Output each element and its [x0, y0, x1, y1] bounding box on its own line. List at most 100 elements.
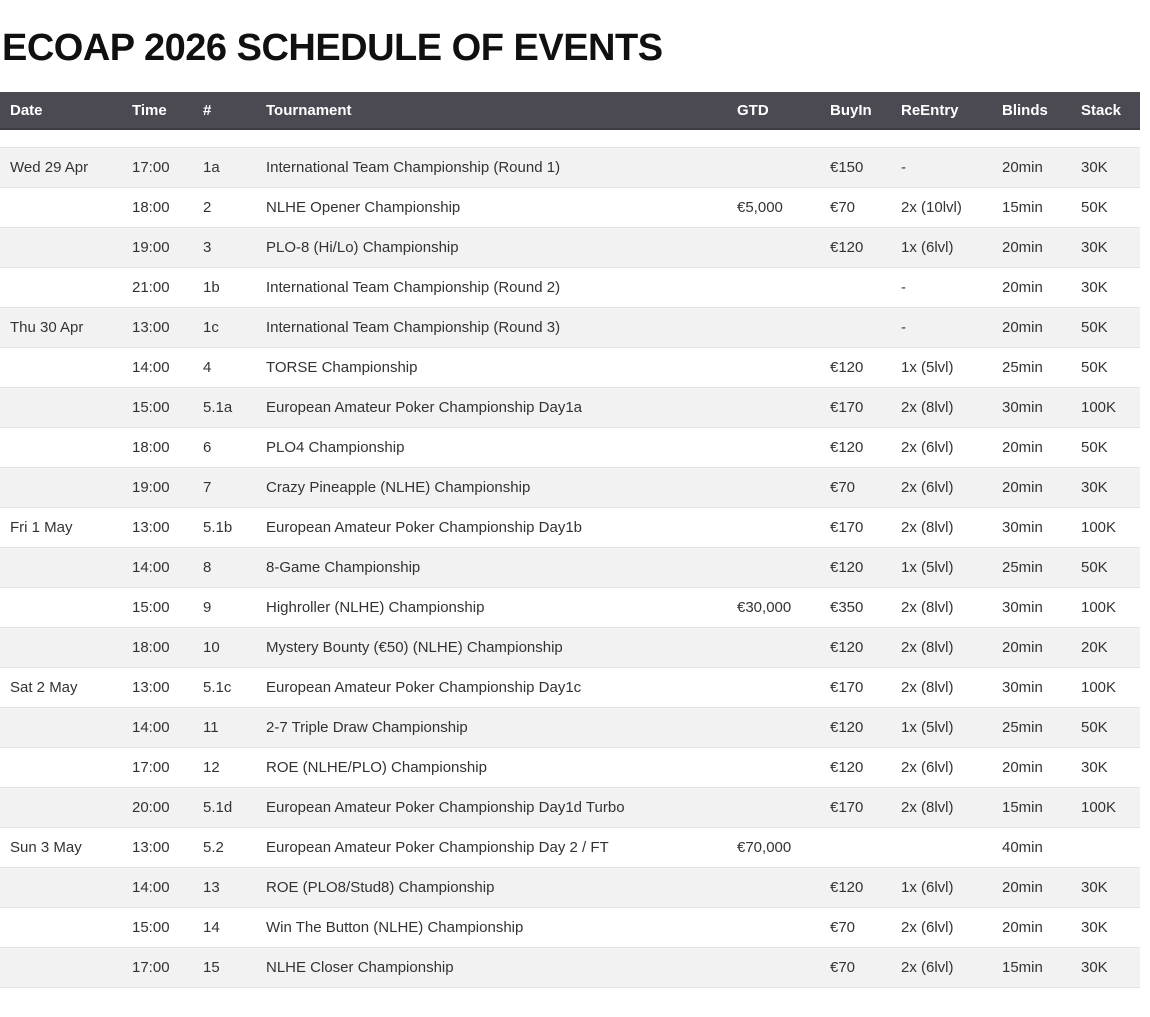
cell-buyin: €120	[820, 747, 891, 787]
cell-date	[0, 547, 122, 587]
cell-date	[0, 587, 122, 627]
cell-blinds: 15min	[992, 947, 1071, 987]
cell-tournament: Win The Button (NLHE) Championship	[256, 907, 727, 947]
cell-time: 14:00	[122, 867, 193, 907]
table-row: 15:00 5.1a European Amateur Poker Champion…	[0, 387, 1140, 427]
cell-blinds: 20min	[992, 227, 1071, 267]
cell-reentry: 2x (6lvl)	[891, 747, 992, 787]
cell-buyin: €170	[820, 787, 891, 827]
cell-stack: 100K	[1071, 667, 1140, 707]
cell-tournament: International Team Championship (Round 1…	[256, 147, 727, 187]
cell-blinds: 25min	[992, 707, 1071, 747]
cell-reentry: 1x (5lvl)	[891, 547, 992, 587]
column-header-blinds: Blinds	[992, 92, 1071, 130]
table-row: Wed 29 Apr 17:00 1a International Team Cham…	[0, 147, 1140, 187]
cell-date: Sun 3 May	[0, 827, 122, 867]
cell-buyin: €150	[820, 147, 891, 187]
cell-blinds: 30min	[992, 667, 1071, 707]
cell-stack: 30K	[1071, 147, 1140, 187]
cell-gtd	[727, 427, 820, 467]
table-row: Thu 30 Apr 13:00 1c International Team Cham…	[0, 307, 1140, 347]
cell-stack: 50K	[1071, 187, 1140, 227]
cell-blinds: 40min	[992, 827, 1071, 867]
cell-tournament: ROE (NLHE/PLO) Championship	[256, 747, 727, 787]
table-row: 14:00 13 ROE (PLO8/Stud8) Championship €120…	[0, 867, 1140, 907]
cell-time: 14:00	[122, 707, 193, 747]
cell-stack: 50K	[1071, 707, 1140, 747]
cell-gtd	[727, 707, 820, 747]
cell-num: 8	[193, 547, 256, 587]
cell-reentry: 2x (8lvl)	[891, 507, 992, 547]
cell-time: 17:00	[122, 147, 193, 187]
cell-blinds: 25min	[992, 347, 1071, 387]
table-row: Sun 3 May 13:00 5.2 European Amateur Poker …	[0, 827, 1140, 867]
cell-time: 13:00	[122, 667, 193, 707]
table-row: 18:00 2 NLHE Opener Championship €5,000 €70 2…	[0, 187, 1140, 227]
cell-stack	[1071, 827, 1140, 867]
cell-gtd	[727, 147, 820, 187]
cell-date	[0, 187, 122, 227]
cell-stack: 30K	[1071, 947, 1140, 987]
table-row: 17:00 12 ROE (NLHE/PLO) Championship €120 2x…	[0, 747, 1140, 787]
cell-date: Sat 2 May	[0, 667, 122, 707]
cell-gtd: €30,000	[727, 587, 820, 627]
cell-stack: 30K	[1071, 867, 1140, 907]
cell-gtd	[727, 667, 820, 707]
cell-time: 15:00	[122, 387, 193, 427]
cell-num: 5.1d	[193, 787, 256, 827]
cell-num: 9	[193, 587, 256, 627]
cell-buyin	[820, 827, 891, 867]
table-row: 14:00 4 TORSE Championship €120 1x (5lvl) 25m…	[0, 347, 1140, 387]
cell-reentry: 2x (8lvl)	[891, 787, 992, 827]
cell-date	[0, 947, 122, 987]
table-row: 20:00 5.1d European Amateur Poker Champion…	[0, 787, 1140, 827]
cell-gtd	[727, 867, 820, 907]
cell-date: Fri 1 May	[0, 507, 122, 547]
column-header-date: Date	[0, 92, 122, 130]
cell-time: 18:00	[122, 427, 193, 467]
cell-num: 10	[193, 627, 256, 667]
cell-reentry: 2x (10lvl)	[891, 187, 992, 227]
cell-tournament: European Amateur Poker Championship Day1…	[256, 387, 727, 427]
cell-tournament: European Amateur Poker Championship Day1…	[256, 787, 727, 827]
cell-blinds: 20min	[992, 467, 1071, 507]
cell-num: 15	[193, 947, 256, 987]
cell-num: 12	[193, 747, 256, 787]
column-header-buyin: BuyIn	[820, 92, 891, 130]
cell-buyin: €120	[820, 547, 891, 587]
cell-reentry: 2x (8lvl)	[891, 387, 992, 427]
cell-time: 19:00	[122, 467, 193, 507]
cell-date	[0, 387, 122, 427]
cell-num: 2	[193, 187, 256, 227]
cell-stack: 50K	[1071, 347, 1140, 387]
cell-gtd	[727, 267, 820, 307]
cell-buyin: €70	[820, 947, 891, 987]
cell-reentry: 1x (5lvl)	[891, 347, 992, 387]
cell-gtd	[727, 947, 820, 987]
cell-buyin: €120	[820, 427, 891, 467]
cell-stack: 30K	[1071, 907, 1140, 947]
cell-date	[0, 787, 122, 827]
table-row: 21:00 1b International Team Championship (…	[0, 267, 1140, 307]
cell-num: 11	[193, 707, 256, 747]
cell-buyin: €120	[820, 347, 891, 387]
cell-blinds: 30min	[992, 387, 1071, 427]
cell-num: 1a	[193, 147, 256, 187]
cell-reentry: -	[891, 307, 992, 347]
cell-blinds: 20min	[992, 267, 1071, 307]
cell-time: 15:00	[122, 907, 193, 947]
cell-num: 3	[193, 227, 256, 267]
cell-reentry: 2x (8lvl)	[891, 587, 992, 627]
cell-date	[0, 427, 122, 467]
cell-buyin: €170	[820, 387, 891, 427]
cell-gtd	[727, 787, 820, 827]
table-row: 18:00 10 Mystery Bounty (€50) (NLHE) Champ…	[0, 627, 1140, 667]
cell-gtd	[727, 547, 820, 587]
cell-time: 17:00	[122, 747, 193, 787]
cell-buyin: €170	[820, 507, 891, 547]
table-row: 14:00 8 8-Game Championship €120 1x (5lvl) 25…	[0, 547, 1140, 587]
cell-buyin	[820, 307, 891, 347]
cell-tournament: TORSE Championship	[256, 347, 727, 387]
cell-reentry: 1x (6lvl)	[891, 227, 992, 267]
cell-tournament: Crazy Pineapple (NLHE) Championship	[256, 467, 727, 507]
